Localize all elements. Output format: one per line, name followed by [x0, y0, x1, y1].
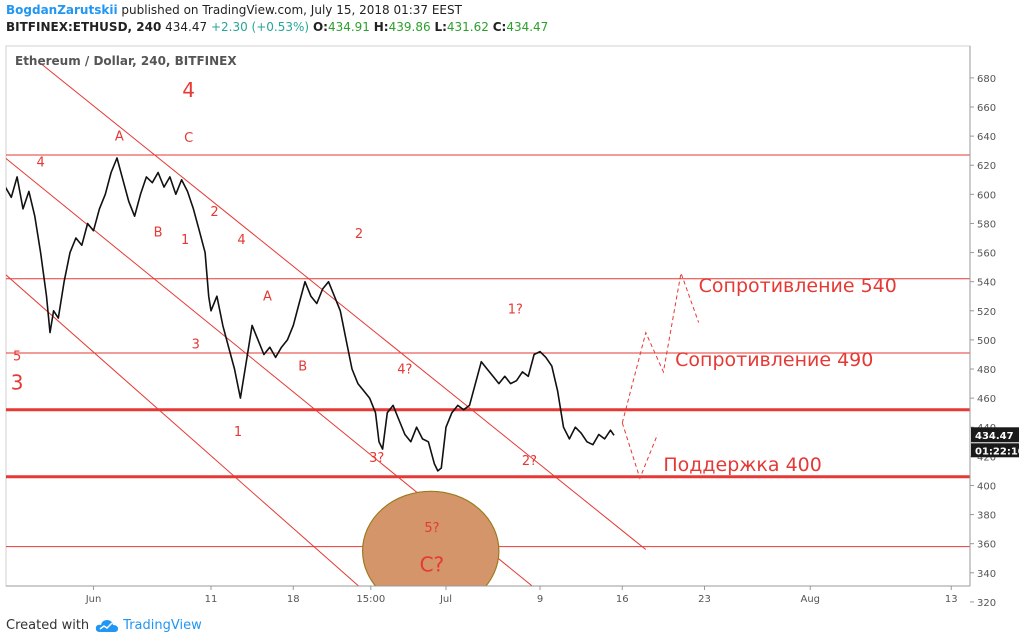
y-tick-label: 500: [977, 336, 996, 347]
countdown-value: 01:22:10: [975, 446, 1021, 457]
y-tick-label: 320: [977, 598, 996, 609]
y-tick-label: 640: [977, 132, 996, 143]
target-zone-circle: [361, 490, 500, 586]
projection-path-low: [621, 422, 658, 480]
wave-label: B: [154, 226, 163, 241]
level-annotation: Поддержка 400: [663, 454, 821, 476]
wave-label: 3: [11, 370, 24, 394]
wave-label: C: [184, 131, 193, 146]
wave-label: A: [263, 290, 272, 305]
low-value: 431.62: [446, 20, 489, 34]
x-tick-label: 16: [616, 594, 629, 605]
y-tick-label: 460: [977, 394, 996, 405]
wave-label: 3?: [369, 451, 384, 466]
x-tick-label: 9: [537, 594, 543, 605]
countdown-tag: [971, 443, 1019, 458]
x-tick-label: 13: [945, 594, 958, 605]
level-annotation: Сопротивление 490: [675, 349, 873, 371]
wave-label: B: [298, 359, 307, 374]
wave-label: 4: [182, 78, 195, 102]
y-tick-label: 360: [977, 540, 996, 551]
wave-label: 2?: [522, 454, 537, 469]
y-tick-label: 420: [977, 452, 996, 463]
y-tick-label: 680: [977, 74, 996, 85]
y-tick-label: 540: [977, 278, 996, 289]
tradingview-brand-link[interactable]: TradingView: [95, 618, 202, 633]
wave-label: 4?: [397, 362, 412, 377]
footer: Created with TradingView: [6, 618, 202, 633]
plot-area[interactable]: [5, 45, 971, 587]
wave-label: 4: [237, 233, 245, 248]
level-annotation: Сопротивление 540: [699, 275, 897, 297]
y-tick-label: 340: [977, 569, 996, 580]
chart-title: Ethereum / Dollar, 240, BITFINEX: [15, 54, 237, 68]
high-label: H:: [373, 20, 389, 34]
wave-label: 2: [355, 227, 363, 242]
x-tick-label: 18: [287, 594, 300, 605]
y-tick-label: 380: [977, 511, 996, 522]
projection-path-up: [621, 271, 700, 424]
wave-label: A: [115, 129, 124, 144]
last-price: 434.47: [165, 20, 208, 34]
price-change: +2.30 (+0.53%): [210, 20, 310, 34]
x-tick-label: 11: [205, 594, 218, 605]
x-tick-label: Aug: [800, 594, 820, 605]
close-value: 434.47: [506, 20, 549, 34]
high-value: 439.86: [388, 20, 431, 34]
y-tick-label: 620: [977, 161, 996, 172]
wave-label: 1: [181, 233, 189, 248]
y-tick-label: 520: [977, 307, 996, 318]
x-tick-label: Jul: [439, 594, 452, 605]
low-label: L:: [434, 20, 447, 34]
created-with-label: Created with: [6, 618, 90, 633]
wave-label: 4: [36, 156, 44, 171]
channel-line: [40, 62, 647, 550]
drawings-layer: [6, 62, 970, 586]
close-label: C:: [492, 20, 507, 34]
price-series-line: [6, 157, 615, 472]
wave-label: 3: [192, 338, 200, 353]
open-value: 434.91: [327, 20, 370, 34]
brand-name: TradingView: [123, 618, 202, 633]
x-tick-label: 23: [698, 594, 711, 605]
labels-layer: 4 C A 4 B 2 1 4 2 A 3 B 5 3 4? 1 3? 1? 2? 5? C? Сопротивление…: [11, 78, 897, 577]
x-tick-label: 15:00: [356, 594, 385, 605]
publish-info: published on TradingView.com, July 15, 2…: [121, 3, 462, 17]
y-tick-label: 480: [977, 365, 996, 376]
chart-header: BogdanZarutskii published on TradingView…: [6, 2, 548, 36]
wave-label: 2: [210, 205, 218, 220]
symbol-label: BITFINEX:ETHUSD, 240: [6, 20, 162, 34]
wave-label: 1?: [508, 303, 523, 318]
y-tick-label: 600: [977, 190, 996, 201]
open-label: O:: [312, 20, 328, 34]
wave-label: 5?: [424, 521, 439, 536]
wave-label: 5: [13, 349, 21, 364]
y-tick-label: 560: [977, 249, 996, 260]
y-tick-label: 400: [977, 481, 996, 492]
x-tick-label: Jun: [85, 594, 102, 605]
author-name[interactable]: BogdanZarutskii: [6, 3, 118, 17]
last-price-value: 434.47: [975, 431, 1014, 442]
wave-label: 1: [234, 425, 242, 440]
last-price-tag: [971, 427, 1019, 443]
y-tick-label: 580: [977, 219, 996, 230]
channel-line: [6, 274, 360, 586]
wave-label: C?: [420, 552, 445, 576]
axes-layer: 3203403603804004204404604805005205405605…: [6, 46, 1021, 609]
y-tick-label: 660: [977, 103, 996, 114]
cloud-logo-icon: [96, 619, 119, 632]
